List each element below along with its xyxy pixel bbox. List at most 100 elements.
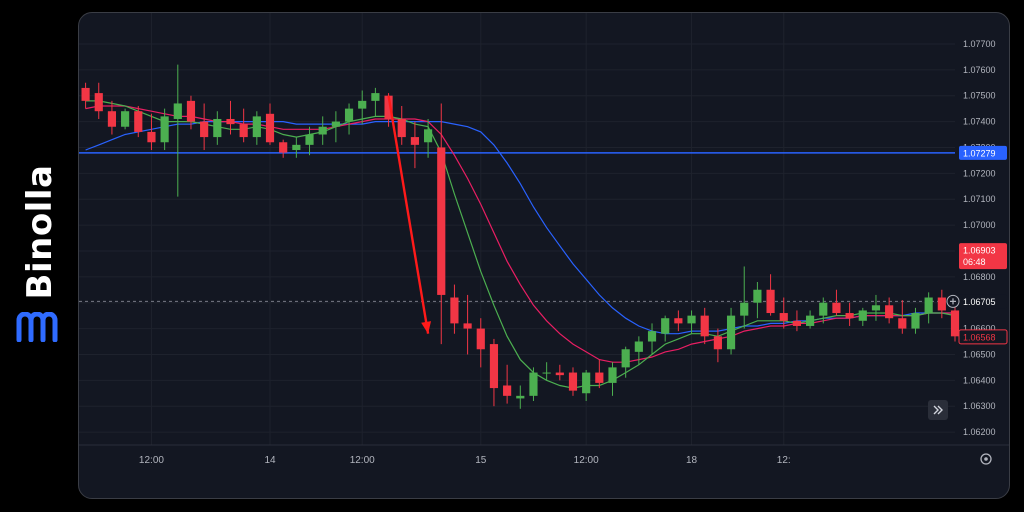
y-tick-label: 1.07000: [963, 220, 996, 230]
candle-body: [740, 302, 749, 316]
candle-body: [397, 118, 406, 138]
candle-body: [476, 328, 485, 350]
level-price-tag-label: 1.07279: [963, 148, 996, 158]
candle-body: [858, 310, 867, 321]
candle-body: [107, 111, 117, 127]
candle-body: [845, 313, 854, 319]
y-tick-label: 1.06600: [963, 324, 996, 334]
current-price-tag-label: 1.06705: [963, 297, 996, 307]
candle-body: [239, 124, 248, 138]
candle-body: [924, 297, 933, 314]
candle-body: [937, 297, 946, 311]
candle-body: [265, 113, 275, 143]
ma-mid-line: [85, 105, 955, 363]
candle-body: [687, 315, 696, 324]
candle-body: [226, 118, 235, 125]
candle-body: [806, 315, 815, 326]
gear-icon[interactable]: [980, 453, 992, 465]
y-tick-label: 1.06400: [963, 375, 996, 385]
level-price-tag: [959, 145, 1007, 160]
candle-body: [766, 289, 775, 314]
candle-body: [344, 108, 354, 122]
candle-body: [384, 95, 393, 119]
candle-body: [950, 310, 960, 337]
candle-body: [661, 318, 670, 334]
candle-body: [529, 372, 538, 396]
candle-body: [911, 313, 920, 329]
candle-body: [292, 144, 301, 151]
candle-body: [121, 111, 130, 127]
candle-body: [713, 336, 722, 350]
candle-body: [634, 341, 643, 352]
candle-body: [489, 344, 499, 389]
candle-body: [819, 302, 828, 316]
candle-body: [160, 116, 169, 143]
candle-body: [608, 367, 617, 383]
y-tick-label: 1.07700: [963, 39, 996, 49]
candle-body: [213, 118, 222, 138]
double-chevron-right-icon[interactable]: [928, 400, 948, 420]
low-price-tag: [958, 329, 1008, 345]
brand-name: Binolla: [20, 164, 60, 300]
y-tick-label: 1.06800: [963, 272, 996, 282]
candle-body: [516, 395, 525, 399]
candle-body: [753, 289, 762, 303]
candle-body: [358, 100, 367, 109]
low-price-tag-label: 1.06568: [963, 332, 996, 342]
y-tick-label: 1.07600: [963, 65, 996, 75]
chart-frame[interactable]: 1.077001.076001.075001.074001.073001.072…: [78, 12, 1010, 499]
candle-body: [173, 103, 182, 119]
trend-arrow-shaft: [387, 95, 430, 334]
x-tick-label: 12:00: [350, 455, 375, 466]
candle-body: [871, 305, 881, 311]
candle-body: [331, 121, 340, 127]
candle-body: [700, 315, 709, 337]
x-tick-label: 12:00: [574, 455, 599, 466]
candle-body: [371, 93, 380, 101]
candle-body: [555, 372, 564, 376]
candle-body: [621, 349, 630, 368]
candle-body: [792, 320, 802, 326]
x-tick-label: 15: [475, 455, 487, 466]
candle-body: [318, 126, 327, 135]
candle-body: [81, 87, 90, 101]
plus-circle-icon[interactable]: [946, 294, 960, 308]
candle-body: [94, 93, 103, 112]
countdown-price-tag-sublabel: 06:48: [963, 257, 986, 267]
current-price-tag: [959, 294, 1007, 309]
y-tick-label: 1.06500: [963, 349, 996, 359]
y-tick-label: 1.06200: [963, 427, 996, 437]
countdown-price-tag: [959, 243, 1007, 270]
candle-body: [186, 100, 196, 122]
candle-body: [134, 111, 143, 132]
y-tick-label: 1.07100: [963, 194, 996, 204]
y-tick-label: 1.06300: [963, 401, 996, 411]
candle-body: [279, 142, 288, 153]
y-tick-label: 1.07200: [963, 168, 996, 178]
candle-body: [726, 315, 736, 350]
candle-body: [252, 116, 261, 138]
candle-body: [410, 137, 419, 145]
x-tick-label: 18: [686, 455, 698, 466]
candle-body: [595, 372, 604, 383]
y-tick-label: 1.07400: [963, 117, 996, 127]
candle-body: [437, 147, 446, 295]
brand-panel: Binolla: [0, 0, 78, 512]
binolla-logo-icon: [16, 312, 58, 342]
x-tick-label: 12:00: [139, 455, 164, 466]
candle-body: [779, 313, 788, 321]
candle-body: [647, 331, 657, 342]
candle-body: [450, 297, 459, 324]
x-tick-label: 12:: [777, 455, 791, 466]
candlestick-chart[interactable]: 1.077001.076001.075001.074001.073001.072…: [79, 13, 1010, 499]
candle-body: [885, 305, 894, 319]
trend-arrow-head: [421, 321, 432, 334]
candle-body: [582, 372, 591, 394]
countdown-price-tag-label: 1.06903: [963, 246, 996, 256]
y-tick-label: 1.07500: [963, 91, 996, 101]
candle-body: [503, 385, 512, 396]
candle-body: [832, 302, 841, 314]
ma-fast-line: [85, 100, 956, 389]
candle-body: [568, 372, 578, 391]
candle-body: [423, 129, 433, 143]
